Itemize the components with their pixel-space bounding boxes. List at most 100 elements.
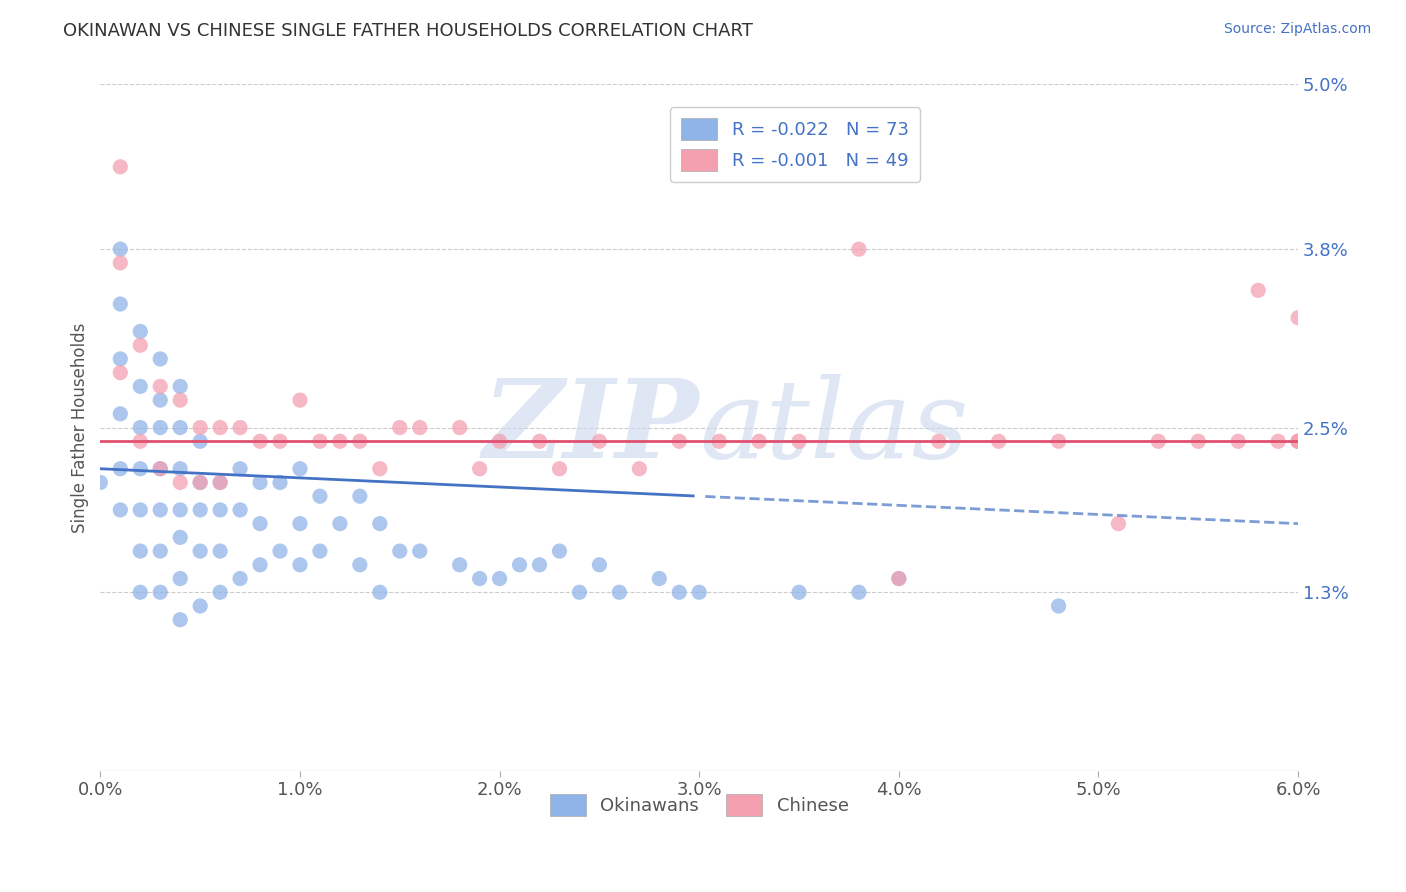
Point: [149, 461, 172, 475]
Point: [1286, 434, 1309, 449]
Point: [169, 461, 191, 475]
Point: [1286, 434, 1309, 449]
Point: [848, 242, 870, 256]
Point: [668, 434, 690, 449]
Point: [229, 420, 252, 434]
Point: [110, 242, 132, 256]
Point: [368, 461, 391, 475]
Point: [149, 585, 172, 599]
Point: [887, 572, 910, 586]
Point: [848, 585, 870, 599]
Point: [188, 599, 211, 613]
Point: [468, 572, 491, 586]
Point: [1147, 434, 1170, 449]
Point: [688, 585, 710, 599]
Point: [329, 434, 352, 449]
Point: [188, 475, 211, 490]
Point: [110, 366, 132, 380]
Point: [149, 393, 172, 408]
Point: [568, 585, 591, 599]
Point: [89, 475, 111, 490]
Point: [668, 585, 690, 599]
Point: [129, 379, 152, 393]
Point: [588, 434, 610, 449]
Point: [169, 420, 191, 434]
Point: [1286, 434, 1309, 449]
Point: [110, 407, 132, 421]
Point: [149, 379, 172, 393]
Point: [169, 503, 191, 517]
Point: [188, 434, 211, 449]
Point: [169, 379, 191, 393]
Point: [388, 544, 411, 558]
Point: [548, 544, 571, 558]
Point: [249, 516, 271, 531]
Point: [110, 256, 132, 270]
Point: [249, 558, 271, 572]
Point: [110, 503, 132, 517]
Text: ZIP: ZIP: [482, 374, 699, 482]
Point: [309, 434, 332, 449]
Point: [149, 420, 172, 434]
Point: [209, 585, 232, 599]
Point: [188, 475, 211, 490]
Point: [129, 338, 152, 352]
Point: [288, 393, 311, 408]
Point: [269, 434, 291, 449]
Point: [309, 489, 332, 503]
Point: [309, 544, 332, 558]
Point: [229, 503, 252, 517]
Point: [887, 572, 910, 586]
Point: [169, 475, 191, 490]
Point: [149, 544, 172, 558]
Point: [329, 516, 352, 531]
Point: [169, 530, 191, 544]
Point: [509, 558, 531, 572]
Text: atlas: atlas: [699, 374, 969, 482]
Point: [409, 544, 432, 558]
Point: [349, 489, 371, 503]
Point: [588, 558, 610, 572]
Point: [609, 585, 631, 599]
Point: [368, 516, 391, 531]
Point: [288, 516, 311, 531]
Point: [188, 420, 211, 434]
Point: [349, 558, 371, 572]
Point: [449, 558, 471, 572]
Point: [787, 585, 810, 599]
Point: [110, 160, 132, 174]
Text: Source: ZipAtlas.com: Source: ZipAtlas.com: [1223, 22, 1371, 37]
Legend: Okinawans, Chinese: Okinawans, Chinese: [543, 787, 856, 823]
Point: [709, 434, 731, 449]
Point: [1107, 516, 1129, 531]
Point: [129, 585, 152, 599]
Point: [169, 613, 191, 627]
Point: [409, 420, 432, 434]
Point: [787, 434, 810, 449]
Point: [110, 351, 132, 366]
Point: [149, 503, 172, 517]
Point: [368, 585, 391, 599]
Point: [129, 325, 152, 339]
Point: [468, 461, 491, 475]
Point: [129, 461, 152, 475]
Point: [529, 558, 551, 572]
Point: [129, 544, 152, 558]
Point: [169, 393, 191, 408]
Point: [349, 434, 371, 449]
Point: [748, 434, 770, 449]
Point: [249, 434, 271, 449]
Point: [288, 461, 311, 475]
Point: [1187, 434, 1209, 449]
Point: [209, 420, 232, 434]
Point: [149, 351, 172, 366]
Point: [388, 420, 411, 434]
Point: [488, 572, 510, 586]
Point: [288, 558, 311, 572]
Point: [628, 461, 651, 475]
Point: [1286, 310, 1309, 325]
Point: [449, 420, 471, 434]
Point: [209, 475, 232, 490]
Point: [229, 461, 252, 475]
Point: [249, 475, 271, 490]
